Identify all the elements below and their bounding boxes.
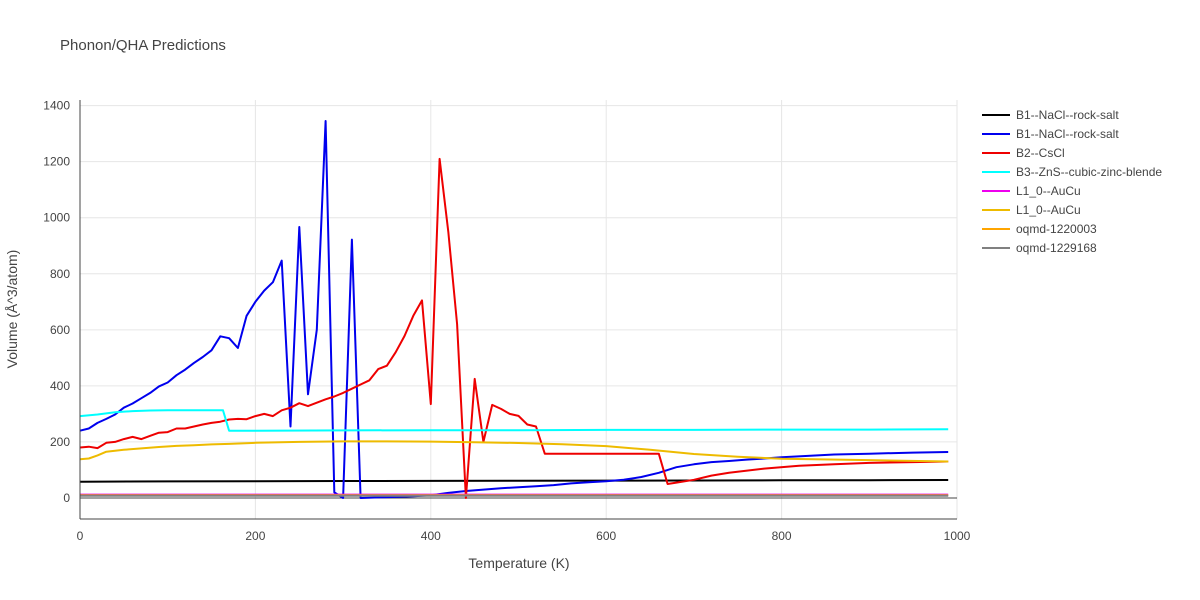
legend-item-2[interactable]: B1--NaCl--rock-salt xyxy=(982,127,1119,141)
y-tick-label: 1000 xyxy=(43,211,70,225)
x-tick-label: 800 xyxy=(772,529,792,543)
x-tick-label: 0 xyxy=(77,529,84,543)
x-tick-label: 1000 xyxy=(944,529,971,543)
y-tick-label: 1400 xyxy=(43,99,70,113)
legend-label: oqmd-1229168 xyxy=(1016,241,1097,255)
series-line-3[interactable] xyxy=(79,157,949,499)
plot-area[interactable] xyxy=(79,120,949,499)
y-tick-label: 0 xyxy=(63,491,70,505)
legend-label: B1--NaCl--rock-salt xyxy=(1016,127,1119,141)
legend-item-3[interactable]: B2--CsCl xyxy=(982,146,1065,160)
y-tick-label: 400 xyxy=(50,379,70,393)
x-tick-label: 400 xyxy=(421,529,441,543)
legend-label: B1--NaCl--rock-salt xyxy=(1016,108,1119,122)
y-tick-label: 800 xyxy=(50,267,70,281)
legend-label: L1_0--AuCu xyxy=(1016,203,1081,217)
legend-label: oqmd-1220003 xyxy=(1016,222,1097,236)
legend-item-8[interactable]: oqmd-1229168 xyxy=(982,241,1097,255)
legend-item-5[interactable]: L1_0--AuCu xyxy=(982,184,1081,198)
legend-label: L1_0--AuCu xyxy=(1016,184,1081,198)
series-line-1[interactable] xyxy=(79,479,949,483)
axis-ticks: 0 200 400 600 800 1000 0 200 400 600 800 1000 1200 14… xyxy=(43,99,970,543)
x-axis-title: Temperature (K) xyxy=(468,555,569,571)
legend-label: B3--ZnS--cubic-zinc-blende xyxy=(1016,165,1162,179)
y-tick-label: 200 xyxy=(50,435,70,449)
x-tick-label: 200 xyxy=(245,529,265,543)
series-line-4[interactable] xyxy=(79,409,949,432)
y-axis-title: Volume (Å^3/atom) xyxy=(4,250,20,369)
legend-label: B2--CsCl xyxy=(1016,146,1065,160)
series-line-2[interactable] xyxy=(79,120,949,499)
legend-item-7[interactable]: oqmd-1220003 xyxy=(982,222,1097,236)
legend-item-1[interactable]: B1--NaCl--rock-salt xyxy=(982,108,1119,122)
y-tick-label: 600 xyxy=(50,323,70,337)
x-tick-label: 600 xyxy=(596,529,616,543)
series-line-6[interactable] xyxy=(79,440,949,463)
grid xyxy=(80,100,958,519)
legend-item-4[interactable]: B3--ZnS--cubic-zinc-blende xyxy=(982,165,1162,179)
y-tick-label: 1200 xyxy=(43,155,70,169)
legend-item-6[interactable]: L1_0--AuCu xyxy=(982,203,1081,217)
chart-title: Phonon/QHA Predictions xyxy=(60,37,226,54)
axes xyxy=(79,100,957,520)
legend: B1--NaCl--rock-salt B1--NaCl--rock-salt B2… xyxy=(982,108,1162,255)
